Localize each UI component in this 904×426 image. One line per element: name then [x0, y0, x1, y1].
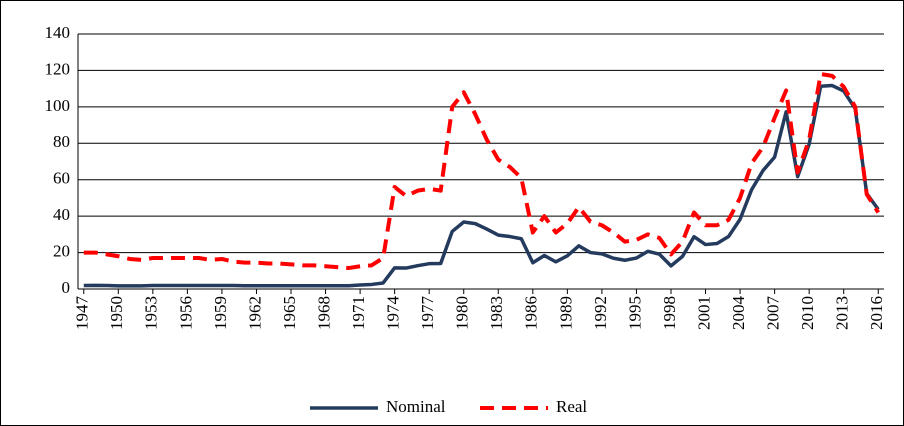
x-tick-label: 1965	[280, 296, 299, 330]
x-tick-label: 2016	[867, 296, 886, 330]
legend-label: Nominal	[386, 397, 446, 416]
x-tick-label: 1986	[522, 296, 541, 330]
x-tick-label: 1953	[142, 296, 161, 330]
x-tick-label: 1989	[556, 296, 575, 330]
x-tick-label: 1956	[176, 296, 195, 330]
x-tick-label: 2013	[833, 296, 852, 330]
x-tick-label: 1974	[384, 296, 403, 331]
series-line	[83, 83, 880, 288]
x-tick-label: 1995	[625, 296, 644, 330]
y-tick-label: 140	[45, 23, 71, 42]
x-tick-label: 1977	[418, 296, 437, 331]
y-tick-label: 80	[53, 132, 70, 151]
y-tick-label: 60	[53, 169, 70, 188]
x-tick-label: 1980	[453, 296, 472, 330]
y-tick-label: 0	[62, 278, 71, 297]
y-tick-label: 100	[45, 96, 71, 115]
y-tick-label: 40	[53, 205, 70, 224]
x-tick-label: 2004	[729, 296, 748, 331]
x-tick-label: 2001	[694, 296, 713, 330]
x-tick-label: 1971	[349, 296, 368, 330]
x-tick-label: 1947	[73, 296, 92, 331]
x-tick-label: 1962	[245, 296, 264, 330]
legend-label: Real	[556, 397, 587, 416]
x-tick-label: 2010	[798, 296, 817, 330]
x-tick-label: 1968	[314, 296, 333, 330]
series-line	[83, 72, 880, 271]
y-tick-label: 120	[45, 59, 71, 78]
x-tick-label: 1983	[487, 296, 506, 330]
x-tick-label: 1959	[211, 296, 230, 330]
x-tick-label: 2007	[764, 296, 783, 331]
x-tick-label: 1992	[591, 296, 610, 330]
x-tick-label: 1950	[107, 296, 126, 330]
x-tick-label: 1998	[660, 296, 679, 330]
y-tick-label: 20	[53, 241, 70, 260]
